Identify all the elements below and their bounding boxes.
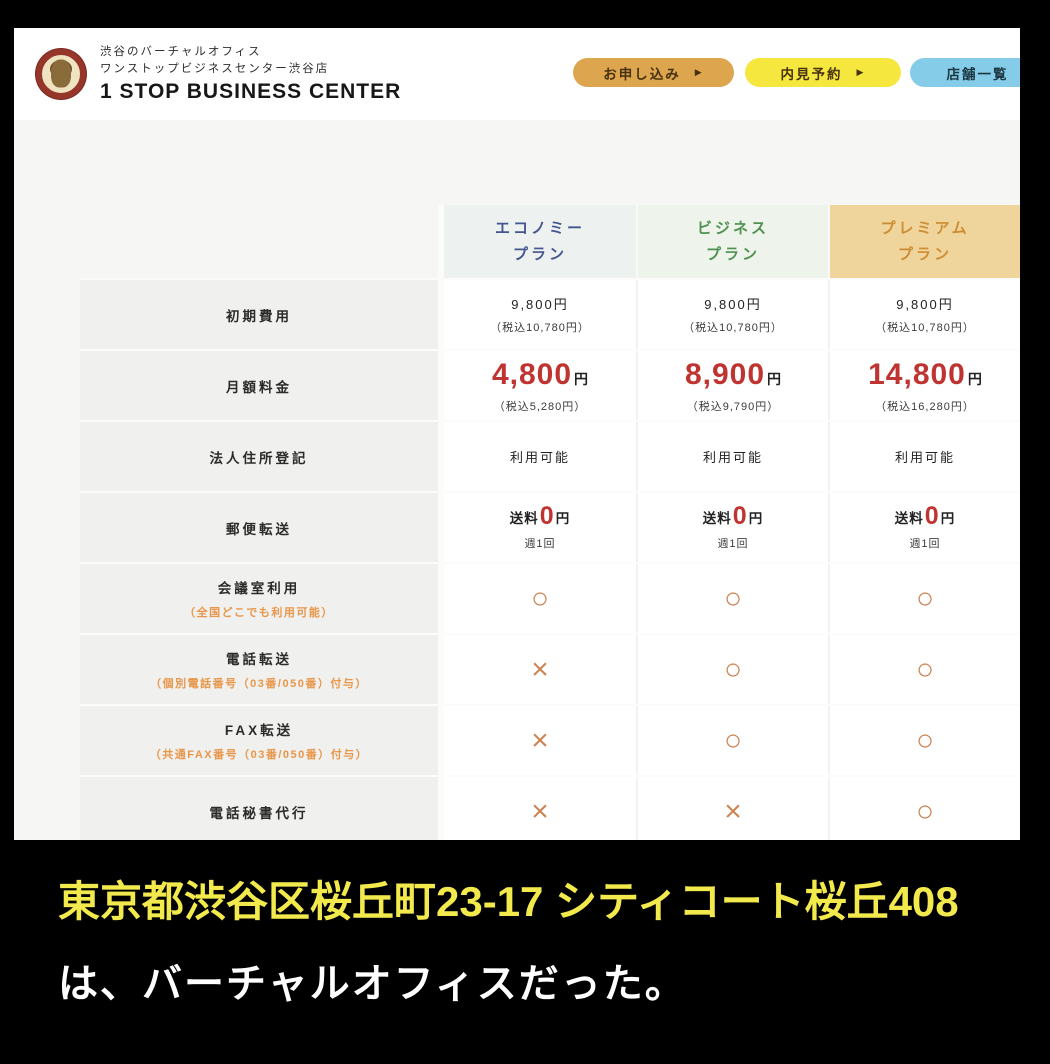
- plan-header-premium: プレミアム プラン: [828, 205, 1020, 278]
- pricing-table: エコノミー プラン ビジネス プラン プレミアム プラン 初期費用: [80, 205, 1020, 840]
- row-label: 法人住所登記: [80, 422, 438, 491]
- store-name: ワンストップビジネスセンター渋谷店: [100, 63, 330, 75]
- apply-button[interactable]: お申し込み ▶: [573, 58, 734, 87]
- table-row-mail-forwarding: 郵便転送 送料 0 円 週1回 送料 0: [80, 493, 1020, 564]
- cell-economy: 9,800円 （税込10,780円）: [444, 280, 636, 349]
- cell-economy: ×: [444, 706, 636, 775]
- tour-button-label: 内見予約: [780, 66, 843, 82]
- cell-economy: 4,800 円 （税込5,280円）: [444, 351, 636, 420]
- plan-header-row: エコノミー プラン ビジネス プラン プレミアム プラン: [80, 205, 1020, 280]
- webpage: 渋谷のバーチャルオフィス ワンストップビジネスセンター渋谷店 1 STOP BU…: [14, 28, 1020, 840]
- cell-business: 利用可能: [636, 422, 828, 491]
- row-label: FAX転送 （共通FAX番号（03番/050番）付与）: [80, 706, 438, 775]
- cell-business: ○: [636, 635, 828, 704]
- plan-header-business: ビジネス プラン: [636, 205, 828, 278]
- row-label: 電話秘書代行: [80, 777, 438, 840]
- arrow-right-icon: ▶: [694, 67, 704, 77]
- brand-block: 渋谷のバーチャルオフィス ワンストップビジネスセンター渋谷店 1 STOP BU…: [100, 44, 401, 105]
- tour-reservation-button[interactable]: 内見予約 ▶: [745, 58, 901, 87]
- row-label: 月額料金: [80, 351, 438, 420]
- cell-economy: ×: [444, 777, 636, 840]
- cell-business: 9,800円 （税込10,780円）: [636, 280, 828, 349]
- cell-premium: 送料 0 円 週1回: [828, 493, 1020, 562]
- row-label: 電話転送 （個別電話番号（03番/050番）付与）: [80, 635, 438, 704]
- row-label: 会議室利用 （全国どこでも利用可能）: [80, 564, 438, 633]
- cell-premium: 14,800 円 （税込16,280円）: [828, 351, 1020, 420]
- cell-premium: ○: [828, 706, 1020, 775]
- cell-business: 8,900 円 （税込9,790円）: [636, 351, 828, 420]
- cell-premium: 9,800円 （税込10,780円）: [828, 280, 1020, 349]
- cell-business: ×: [636, 777, 828, 840]
- cell-economy: ×: [444, 635, 636, 704]
- site-header: 渋谷のバーチャルオフィス ワンストップビジネスセンター渋谷店 1 STOP BU…: [14, 28, 1020, 120]
- cell-business: ○: [636, 564, 828, 633]
- cell-premium: ○: [828, 564, 1020, 633]
- store-list-button-label: 店舗一覧: [946, 66, 1009, 82]
- lion-face-icon: [51, 59, 71, 88]
- cell-economy: ○: [444, 564, 636, 633]
- page-body: エコノミー プラン ビジネス プラン プレミアム プラン 初期費用: [14, 120, 1020, 840]
- brand-title: 1 STOP BUSINESS CENTER: [100, 80, 402, 104]
- table-row-phone-secretary: 電話秘書代行 × × ○: [80, 777, 1020, 840]
- table-row-phone-forwarding: 電話転送 （個別電話番号（03番/050番）付与） × ○ ○: [80, 635, 1020, 706]
- arrow-right-icon: ▶: [856, 67, 866, 77]
- store-list-button[interactable]: 店舗一覧: [910, 58, 1020, 87]
- table-row-monthly-fee: 月額料金 4,800 円 （税込5,280円） 8,900 円: [80, 351, 1020, 422]
- caption-conclusion: は、バーチャルオフィスだった。: [58, 962, 687, 1006]
- cell-premium: ○: [828, 777, 1020, 840]
- cell-business: ○: [636, 706, 828, 775]
- row-label: 郵便転送: [80, 493, 438, 562]
- table-row-initial-cost: 初期費用 9,800円 （税込10,780円） 9,800円 （税込10,780…: [80, 280, 1020, 351]
- cell-economy: 利用可能: [444, 422, 636, 491]
- row-label: 初期費用: [80, 280, 438, 349]
- header-spacer: [80, 205, 438, 278]
- cell-business: 送料 0 円 週1回: [636, 493, 828, 562]
- table-row-address-registration: 法人住所登記 利用可能 利用可能 利用可能: [80, 422, 1020, 493]
- plan-header-economy: エコノミー プラン: [444, 205, 636, 278]
- cell-premium: 利用可能: [828, 422, 1020, 491]
- site-tagline: 渋谷のバーチャルオフィス: [100, 45, 262, 58]
- table-row-fax-forwarding: FAX転送 （共通FAX番号（03番/050番）付与） × ○ ○: [80, 706, 1020, 777]
- caption-address: 東京都渋谷区桜丘町23-17 シティコート桜丘408: [58, 878, 959, 925]
- cell-economy: 送料 0 円 週1回: [444, 493, 636, 562]
- lion-badge-logo[interactable]: [36, 49, 86, 99]
- apply-button-label: お申し込み: [603, 66, 681, 82]
- caption-overlay: 東京都渋谷区桜丘町23-17 シティコート桜丘408 は、バーチャルオフィスだっ…: [0, 840, 1050, 1064]
- cell-premium: ○: [828, 635, 1020, 704]
- table-row-meeting-room: 会議室利用 （全国どこでも利用可能） ○ ○ ○: [80, 564, 1020, 635]
